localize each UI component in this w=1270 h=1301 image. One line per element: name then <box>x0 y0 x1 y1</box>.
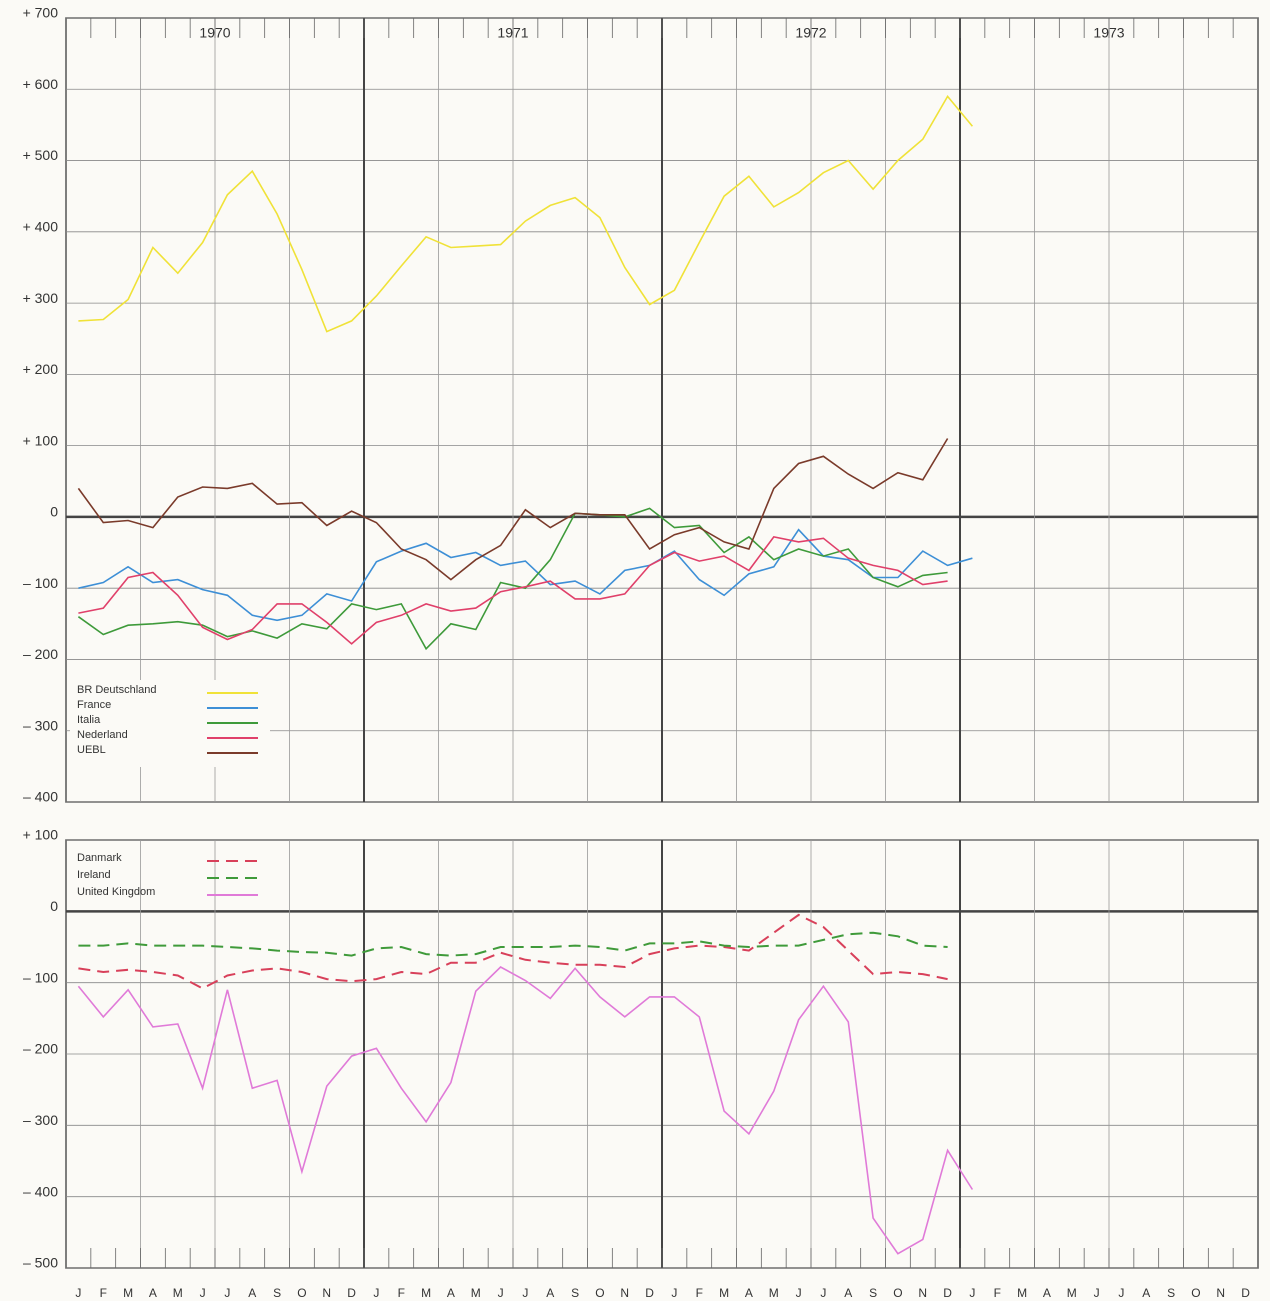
x-tick-label: S <box>571 1286 579 1300</box>
series-line <box>78 95 974 333</box>
year-label: 1972 <box>795 25 826 41</box>
y-tick-label: – 400 <box>23 789 58 805</box>
x-tick-label: N <box>322 1286 331 1300</box>
y-tick-label: – 300 <box>23 1112 58 1128</box>
series-line <box>78 536 948 645</box>
x-tick-label: J <box>1094 1286 1100 1300</box>
x-tick-label: O <box>595 1286 604 1300</box>
x-tick-label: F <box>994 1286 1001 1300</box>
x-tick-label: A <box>447 1286 455 1300</box>
legend-label: BR Deutschland <box>77 684 157 696</box>
year-label: 1971 <box>497 25 528 41</box>
x-tick-label: A <box>1043 1286 1051 1300</box>
y-tick-label: + 200 <box>23 361 59 377</box>
x-tick-label: J <box>796 1286 802 1300</box>
x-tick-label: S <box>1167 1286 1175 1300</box>
x-tick-label: A <box>844 1286 852 1300</box>
legend-label: United Kingdom <box>77 886 155 898</box>
legend-label: UEBL <box>77 744 106 756</box>
legend-label: Italia <box>77 714 101 726</box>
series-line <box>78 528 973 622</box>
x-tick-label: M <box>123 1286 133 1300</box>
x-tick-label: O <box>297 1286 306 1300</box>
x-tick-label: A <box>248 1286 256 1300</box>
y-tick-label: + 600 <box>23 76 59 92</box>
x-tick-label: O <box>893 1286 902 1300</box>
y-tick-label: + 400 <box>23 219 59 235</box>
x-tick-label: D <box>943 1286 952 1300</box>
x-tick-label: J <box>498 1286 504 1300</box>
x-tick-label: F <box>398 1286 405 1300</box>
x-tick-label: M <box>1017 1286 1027 1300</box>
x-tick-label: D <box>645 1286 654 1300</box>
x-tick-label: N <box>620 1286 629 1300</box>
series-line <box>77 438 949 581</box>
y-tick-label: – 100 <box>23 575 58 591</box>
x-tick-label: J <box>224 1286 230 1300</box>
x-tick-label: J <box>671 1286 677 1300</box>
y-tick-label: – 200 <box>23 646 58 662</box>
series-line <box>78 931 948 957</box>
x-tick-label: M <box>173 1286 183 1300</box>
year-label: 1970 <box>199 25 230 41</box>
x-tick-label: M <box>421 1286 431 1300</box>
x-tick-label: J <box>1118 1286 1124 1300</box>
y-tick-label: + 100 <box>23 827 59 843</box>
y-tick-label: + 100 <box>23 432 59 448</box>
x-tick-label: D <box>1241 1286 1250 1300</box>
y-tick-label: 0 <box>50 898 58 914</box>
x-tick-label: J <box>200 1286 206 1300</box>
x-tick-label: M <box>471 1286 481 1300</box>
y-tick-label: – 300 <box>23 717 58 733</box>
y-tick-label: – 200 <box>23 1041 58 1057</box>
x-tick-label: F <box>696 1286 703 1300</box>
x-tick-label: A <box>149 1286 157 1300</box>
x-tick-label: M <box>769 1286 779 1300</box>
legend-label: Danmark <box>77 852 122 864</box>
series-line <box>77 966 974 1255</box>
legend-label: Nederland <box>77 729 128 741</box>
x-tick-label: M <box>1067 1286 1077 1300</box>
x-tick-label: J <box>373 1286 379 1300</box>
x-tick-label: F <box>100 1286 107 1300</box>
y-tick-label: + 300 <box>23 290 59 306</box>
x-tick-label: J <box>820 1286 826 1300</box>
series-line <box>77 507 948 651</box>
y-tick-label: + 500 <box>23 147 59 163</box>
x-tick-label: J <box>522 1286 528 1300</box>
x-tick-label: O <box>1191 1286 1200 1300</box>
y-tick-label: 0 <box>50 504 58 520</box>
y-tick-label: – 500 <box>23 1255 58 1271</box>
x-tick-label: S <box>273 1286 281 1300</box>
x-tick-label: J <box>969 1286 975 1300</box>
legend-label: France <box>77 699 111 711</box>
legend-label: Ireland <box>77 869 111 881</box>
x-tick-label: A <box>745 1286 753 1300</box>
x-tick-label: A <box>1142 1286 1150 1300</box>
x-tick-label: D <box>347 1286 356 1300</box>
x-tick-label: N <box>1216 1286 1225 1300</box>
x-tick-label: S <box>869 1286 877 1300</box>
y-tick-label: – 400 <box>23 1183 58 1199</box>
y-tick-label: + 700 <box>23 5 59 21</box>
x-tick-label: J <box>75 1286 81 1300</box>
y-tick-label: – 100 <box>23 969 58 985</box>
year-label: 1973 <box>1093 25 1124 41</box>
x-tick-label: M <box>719 1286 729 1300</box>
x-tick-label: A <box>546 1286 554 1300</box>
x-tick-label: N <box>918 1286 927 1300</box>
